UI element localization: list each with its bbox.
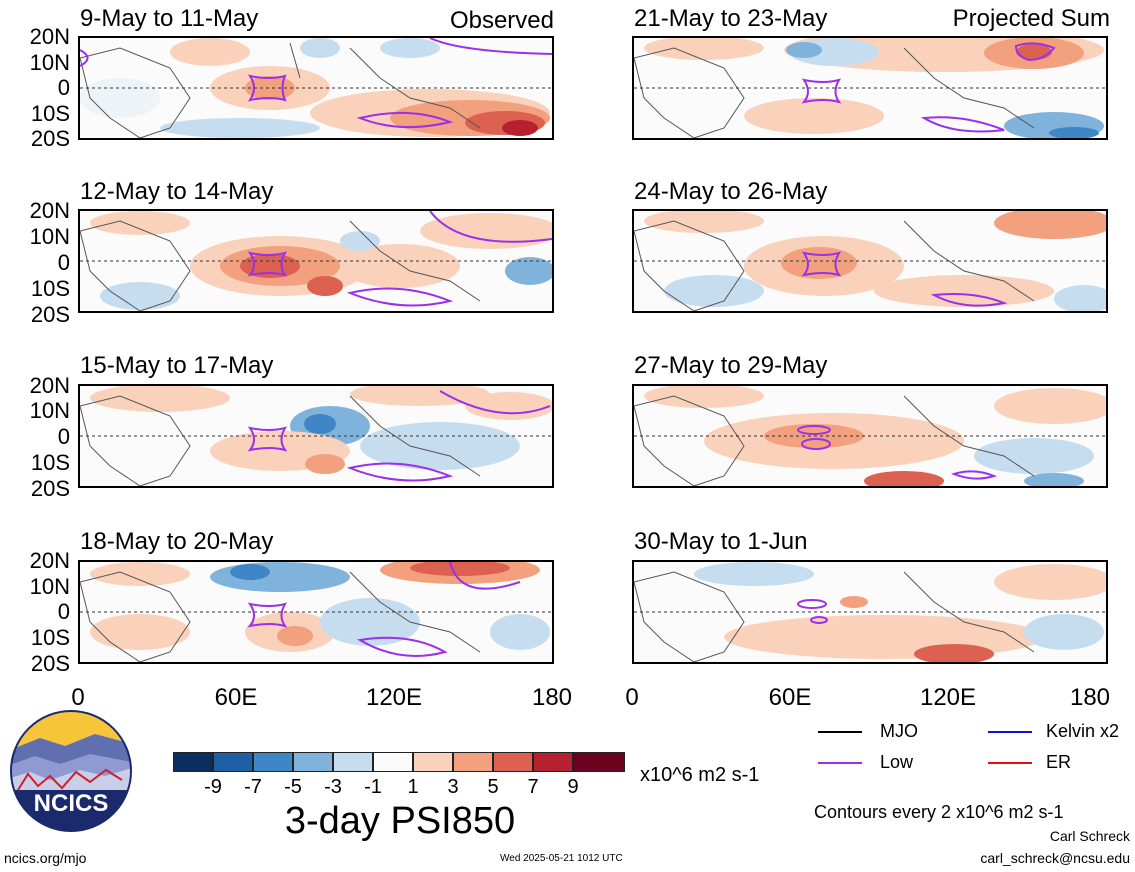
panel-title: 27-May to 29-May [634,352,828,379]
panel-title: 12-May to 14-May [80,178,274,205]
lon-label: 60E [214,684,258,711]
panel-corner-label: Observed [449,7,554,34]
lat-label: 10S [30,450,70,475]
figure-title: 3-day PSI850 [284,800,516,842]
colorbar-tick: -1 [364,776,382,798]
legend-low: Low [880,752,914,772]
lat-label: 20N [29,198,70,223]
colorbar-box [573,752,625,772]
panel-corner-label: Projected Sum [952,5,1110,32]
timestamp: Wed 2025-05-21 1012 UTC [500,853,623,864]
panel-title: 9-May to 11-May [80,5,259,32]
colorbar-tick: 7 [527,776,539,798]
colorbar-box [373,752,413,772]
lat-label: 20S [30,476,70,501]
email[interactable]: carl_schreck@ncsu.edu [980,850,1130,866]
logo-text: NCICS [33,790,109,817]
map-panel [78,36,554,140]
map-panel [78,384,554,488]
lat-label: 20N [29,373,70,398]
lon-label: 0 [625,684,639,711]
lat-label: 20S [30,302,70,327]
colorbar-box [253,752,293,772]
map-panel [632,209,1108,313]
panel-title: 15-May to 17-May [80,352,274,379]
colorbar-box [413,752,453,772]
lat-label: 10N [29,50,70,75]
colorbar-tick: 5 [487,776,499,798]
colorbar-tick: 1 [407,776,419,798]
lon-label: 120E [919,684,977,711]
lon-label: 180 [531,684,573,711]
lat-label: 0 [57,424,70,449]
colorbar-tick: 3 [447,776,459,798]
colorbar-units: x10^6 m2 s-1 [640,764,760,786]
legend-mjo: MJO [880,721,918,741]
colorbar-box [333,752,373,772]
colorbar-tick: -3 [324,776,342,798]
lat-label: 0 [57,599,70,624]
colorbar-tick: -7 [244,776,262,798]
site-url[interactable]: ncics.org/mjo [4,850,87,866]
colorbar-tick: -9 [204,776,222,798]
legend-er: ER [1046,752,1072,772]
lon-label: 180 [1069,684,1111,711]
lat-label: 20S [30,651,70,676]
map-panel [78,209,554,313]
author: Carl Schreck [1049,828,1130,844]
lon-label: 120E [365,684,423,711]
mjo-legend-line [818,731,862,733]
ncics-logo: NCICS [10,710,132,832]
legend-kelvin: Kelvin x2 [1046,721,1120,741]
lat-label: 10N [29,224,70,249]
kelvin-legend-line [988,731,1032,733]
lat-label: 10S [30,276,70,301]
panel-title: 30-May to 1-Jun [634,528,808,555]
colorbar-tick: 9 [567,776,579,798]
low-legend-line [818,762,862,764]
lon-label: 0 [71,684,85,711]
colorbar-box [173,752,213,772]
contours-note: Contours every 2 x10^6 m2 s-1 [814,802,1064,822]
lat-label: 20N [29,24,70,49]
lat-label: 20N [29,548,70,573]
colorbar-box [293,752,333,772]
lat-label: 10S [30,101,70,126]
colorbar-box [533,752,573,772]
lat-label: 10S [30,625,70,650]
map-panel [632,36,1108,140]
lat-label: 20S [30,126,70,151]
lat-label: 0 [57,75,70,100]
map-panel [78,560,554,664]
map-panel [632,560,1108,664]
lon-label: 60E [768,684,812,711]
colorbar-box [493,752,533,772]
panel-title: 18-May to 20-May [80,528,274,555]
panel-title: 21-May to 23-May [634,5,828,32]
lat-label: 10N [29,574,70,599]
lat-label: 10N [29,398,70,423]
colorbar-box [213,752,253,772]
colorbar-box [453,752,493,772]
lat-label: 0 [57,250,70,275]
panel-title: 24-May to 26-May [634,178,828,205]
colorbar-tick: -5 [284,776,302,798]
map-panel [632,384,1108,488]
er-legend-line [988,762,1032,764]
